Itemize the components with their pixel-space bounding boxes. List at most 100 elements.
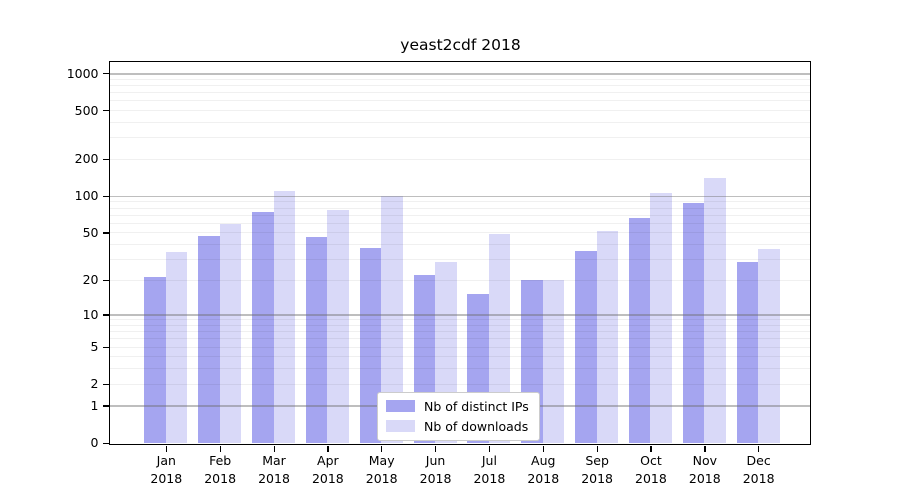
x-tick-year: 2018 bbox=[688, 470, 721, 486]
minor-gridline-900 bbox=[110, 78, 810, 80]
bar-downloads-may bbox=[381, 195, 403, 444]
minor-gridline-2 bbox=[110, 383, 810, 385]
y-tick-label-5: 5 bbox=[90, 339, 99, 355]
legend: Nb of distinct IPs Nb of downloads bbox=[377, 391, 540, 441]
y-tick-label-200: 200 bbox=[74, 151, 99, 167]
x-tick-year: 2018 bbox=[419, 470, 452, 486]
bar-downloads-feb bbox=[219, 223, 242, 444]
bar-downloads-jan bbox=[165, 252, 188, 444]
y-tick-label-1000: 1000 bbox=[66, 65, 99, 81]
minor-gridline-7 bbox=[110, 331, 810, 333]
y-tick-mark-50 bbox=[103, 232, 109, 234]
x-tick-year: 2018 bbox=[258, 470, 290, 486]
minor-gridline-90 bbox=[110, 201, 810, 203]
minor-gridline-8 bbox=[110, 325, 810, 327]
x-tick-month: Aug bbox=[531, 453, 556, 468]
x-tick-mark-jun bbox=[435, 445, 437, 452]
bar-downloads-jul bbox=[488, 234, 511, 444]
x-tick-label-apr: Apr 2018 bbox=[296, 452, 360, 487]
minor-gridline-40 bbox=[110, 243, 810, 245]
minor-gridline-60 bbox=[110, 222, 810, 224]
y-tick-mark-1000 bbox=[103, 73, 109, 75]
x-tick-month: Mar bbox=[262, 453, 286, 468]
minor-gridline-3 bbox=[110, 368, 810, 370]
bar-downloads-dec bbox=[758, 249, 780, 444]
x-tick-year: 2018 bbox=[581, 470, 613, 486]
minor-gridline-6 bbox=[110, 338, 810, 340]
x-tick-mark-oct bbox=[650, 445, 652, 452]
minor-gridline-9 bbox=[110, 319, 810, 321]
bar-distinct-ips-jan bbox=[144, 277, 166, 444]
legend-item-downloads: Nb of downloads bbox=[386, 419, 529, 434]
major-gridline-10 bbox=[110, 314, 810, 316]
x-tick-month: Sep bbox=[585, 453, 609, 468]
x-tick-year: 2018 bbox=[365, 470, 398, 486]
x-tick-label-jul: Jul 2018 bbox=[457, 452, 521, 487]
bar-distinct-ips-feb bbox=[198, 235, 220, 444]
y-tick-mark-20 bbox=[103, 279, 109, 282]
x-tick-label-sep: Sep 2018 bbox=[565, 452, 629, 487]
x-tick-mark-sep bbox=[596, 445, 598, 452]
y-tick-label-0: 0 bbox=[90, 435, 99, 450]
y-tick-label-10: 10 bbox=[82, 306, 99, 322]
bar-downloads-oct bbox=[650, 192, 672, 444]
x-tick-month: Dec bbox=[746, 453, 771, 468]
x-tick-label-jun: Jun 2018 bbox=[404, 452, 468, 487]
x-tick-year: 2018 bbox=[311, 470, 344, 486]
y-tick-label-50: 50 bbox=[82, 224, 99, 240]
major-gridline-1000 bbox=[110, 73, 810, 75]
y-tick-label-2: 2 bbox=[90, 376, 99, 392]
bar-distinct-ips-apr bbox=[305, 236, 328, 444]
y-tick-mark-5 bbox=[103, 346, 109, 348]
minor-gridline-300 bbox=[110, 137, 810, 139]
x-tick-year: 2018 bbox=[150, 470, 183, 486]
x-tick-label-aug: Aug 2018 bbox=[511, 452, 575, 487]
x-tick-month: Apr bbox=[317, 453, 339, 468]
bar-downloads-aug bbox=[542, 279, 565, 444]
minor-gridline-700 bbox=[110, 92, 810, 94]
bar-distinct-ips-mar bbox=[252, 211, 274, 444]
x-tick-year: 2018 bbox=[204, 470, 237, 486]
x-tick-mark-apr bbox=[327, 445, 329, 452]
bar-distinct-ips-nov bbox=[682, 203, 705, 444]
minor-gridline-200 bbox=[110, 158, 810, 160]
x-tick-label-dec: Dec 2018 bbox=[727, 452, 791, 487]
x-tick-mark-jan bbox=[165, 445, 168, 452]
minor-gridline-80 bbox=[110, 207, 810, 209]
x-tick-year: 2018 bbox=[527, 470, 560, 486]
bar-distinct-ips-oct bbox=[628, 217, 651, 444]
bar-distinct-ips-sep bbox=[575, 250, 597, 444]
minor-gridline-400 bbox=[110, 122, 810, 124]
y-tick-mark-1 bbox=[103, 405, 109, 407]
x-tick-month: Feb bbox=[209, 453, 232, 468]
y-tick-mark-0 bbox=[103, 442, 109, 444]
legend-swatch-distinct-ips-icon bbox=[386, 400, 415, 412]
bar-downloads-nov bbox=[704, 177, 726, 444]
bar-downloads-mar bbox=[273, 191, 295, 444]
x-tick-month: Jul bbox=[481, 453, 497, 468]
x-tick-month: Jun bbox=[425, 453, 446, 468]
y-tick-mark-100 bbox=[103, 195, 109, 198]
minor-gridline-600 bbox=[110, 100, 810, 102]
minor-gridline-4 bbox=[110, 356, 810, 358]
bar-downloads-apr bbox=[327, 209, 349, 444]
x-tick-mark-jul bbox=[488, 445, 491, 452]
x-tick-label-oct: Oct 2018 bbox=[619, 452, 683, 487]
x-tick-mark-aug bbox=[542, 445, 545, 452]
minor-gridline-5 bbox=[110, 346, 810, 348]
y-tick-label-100: 100 bbox=[74, 188, 99, 204]
x-tick-month: May bbox=[368, 453, 395, 468]
y-tick-mark-200 bbox=[103, 158, 109, 161]
x-tick-mark-feb bbox=[219, 445, 221, 452]
x-tick-mark-nov bbox=[704, 445, 706, 452]
legend-label-distinct-ips: Nb of distinct IPs bbox=[424, 398, 529, 414]
x-tick-year: 2018 bbox=[473, 470, 506, 486]
bar-downloads-sep bbox=[596, 231, 619, 444]
x-tick-label-nov: Nov 2018 bbox=[673, 452, 737, 487]
x-tick-month: Nov bbox=[692, 453, 717, 468]
y-tick-mark-2 bbox=[103, 383, 109, 386]
y-tick-mark-10 bbox=[103, 314, 109, 316]
minor-gridline-500 bbox=[110, 110, 810, 112]
x-tick-label-mar: Mar 2018 bbox=[242, 452, 306, 487]
x-tick-mark-dec bbox=[758, 445, 760, 452]
